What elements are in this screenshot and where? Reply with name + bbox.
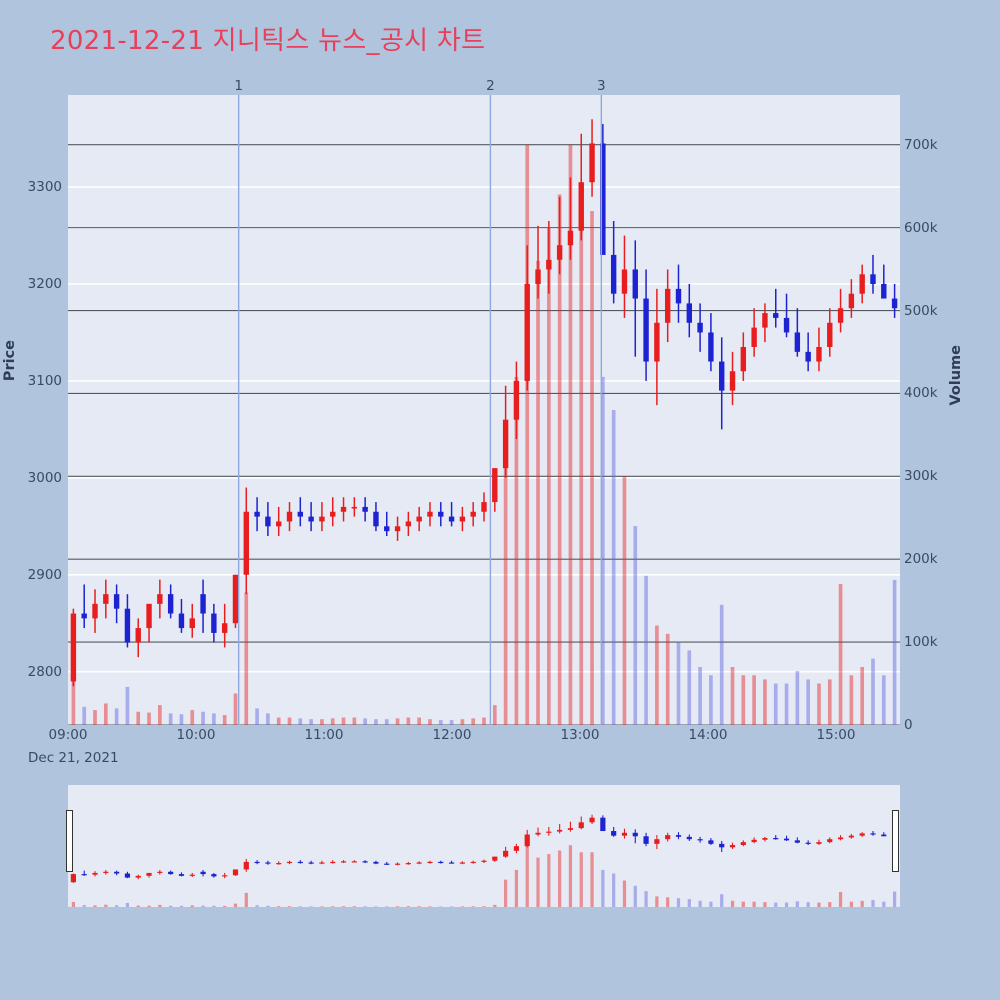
price-tick-label: 3000 bbox=[27, 469, 62, 486]
navigator-chart[interactable] bbox=[68, 785, 900, 907]
time-tick-label: 12:00 bbox=[432, 727, 472, 743]
price-tick-label: 3300 bbox=[27, 179, 62, 196]
main-price-volume-chart[interactable] bbox=[68, 95, 900, 725]
volume-axis-title: Volume bbox=[948, 345, 964, 406]
time-axis-ticks: 09:00 10:00 11:00 12:00 13:00 14:00 15:00 bbox=[49, 727, 900, 749]
annotation-labels: 1 2 3 bbox=[68, 78, 900, 96]
annotation-marker-2[interactable]: 2 bbox=[486, 78, 495, 94]
range-end-handle[interactable] bbox=[892, 810, 899, 872]
volume-tick-label: 100k bbox=[904, 634, 938, 651]
price-tick-label: 2900 bbox=[27, 566, 62, 583]
annotation-marker-3[interactable]: 3 bbox=[597, 78, 606, 94]
annotation-marker-1[interactable]: 1 bbox=[234, 78, 243, 94]
volume-tick-label: 400k bbox=[904, 385, 938, 402]
date-label: Dec 21, 2021 bbox=[28, 750, 119, 766]
range-start-handle[interactable] bbox=[66, 810, 73, 872]
time-tick-label: 15:00 bbox=[816, 727, 856, 743]
time-tick-label: 14:00 bbox=[688, 727, 728, 743]
price-tick-label: 3200 bbox=[27, 276, 62, 292]
time-tick-label: 10:00 bbox=[176, 727, 216, 743]
price-axis-title: Price bbox=[2, 340, 18, 382]
price-tick-label: 3100 bbox=[27, 372, 62, 389]
time-tick-label: 09:00 bbox=[48, 727, 88, 743]
volume-tick-label: 700k bbox=[904, 136, 938, 153]
volume-tick-label: 300k bbox=[904, 468, 938, 485]
volume-tick-label: 600k bbox=[904, 219, 938, 236]
price-tick-label: 2800 bbox=[27, 663, 62, 680]
page-title: 2021-12-21 지니틱스 뉴스_공시 차트 bbox=[50, 26, 486, 56]
volume-tick-label: 200k bbox=[904, 551, 938, 568]
time-tick-label: 11:00 bbox=[304, 727, 344, 743]
volume-axis-ticks: 0 100k 200k 300k 400k 500k 600k 700k bbox=[904, 95, 994, 733]
navigator-canvas bbox=[70, 814, 898, 907]
main-chart-canvas bbox=[68, 95, 900, 725]
price-axis-ticks: 2800 2900 3000 3100 3200 3300 bbox=[0, 95, 62, 725]
volume-tick-label: 500k bbox=[904, 302, 938, 319]
time-tick-label: 13:00 bbox=[560, 727, 600, 743]
volume-tick-label: 0 bbox=[904, 717, 913, 733]
